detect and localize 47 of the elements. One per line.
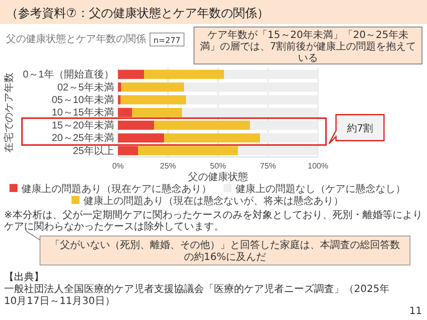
bar xyxy=(121,82,184,92)
y-tick-label: 20～25年未満 xyxy=(52,132,114,144)
text: 【出典】 xyxy=(4,271,44,283)
y-tick-label: 02～5年未満 xyxy=(57,81,114,94)
text: 一般社団法人全国医療的ケア児者支援協議会「医療的ケア児者ニーズ調査」（2025年10月17日～11月30日） xyxy=(4,283,390,307)
y-tick-label: 10～15年未満 xyxy=(52,106,114,119)
text: 「父がいない（死別、離婚、その他）」と回答した家庭は、本調査の総回答数の約16%に及んだ xyxy=(50,239,400,263)
bar xyxy=(238,146,318,156)
y-tick-label: 0～1年（開始直後） xyxy=(22,68,114,81)
y-tick-label: 05～10年未満 xyxy=(52,94,114,106)
bar xyxy=(138,146,238,156)
bar xyxy=(118,120,154,130)
bar xyxy=(260,133,318,143)
chart-subtitle: 父の健康状態とケア年数の関係 xyxy=(6,33,146,45)
bar xyxy=(164,133,260,143)
text: n=277 xyxy=(153,36,181,45)
bar xyxy=(120,95,186,104)
bar xyxy=(184,82,318,92)
x-axis-title: 父の健康状態 xyxy=(188,171,248,183)
bar xyxy=(224,70,318,79)
bar xyxy=(154,120,250,130)
x-tick-label: 75% xyxy=(260,162,276,171)
x-tick-label: 50% xyxy=(210,162,226,171)
bar xyxy=(118,82,121,92)
x-tick-label: 25% xyxy=(160,162,176,171)
bar xyxy=(186,95,318,104)
legend-label: 健康上の問題なし（ケアに懸念なし） xyxy=(236,183,406,195)
bar xyxy=(118,95,121,104)
bar xyxy=(118,70,144,79)
bar xyxy=(118,133,164,143)
bar xyxy=(182,108,318,118)
x-tick-label: 0% xyxy=(112,162,124,171)
y-axis-title: 在宅でのケア年数 xyxy=(3,72,15,152)
text: ※本分析は、父が一定期間ケアに関わったケースのみを対象としており、死別・離婚等によりケアに関わらなかったケースは除外しています。 xyxy=(4,209,422,232)
y-tick-label: 25年以上 xyxy=(72,144,114,157)
bar xyxy=(118,108,132,118)
bar xyxy=(144,70,224,79)
bar xyxy=(118,146,138,156)
chart-title: （参考資料⑦：父の健康状態とケア年数の関係） xyxy=(6,6,269,20)
bar xyxy=(250,120,318,130)
text: 約7割 xyxy=(346,122,374,135)
legend-label: 健康上の問題あり（現在ケアに懸念あり） xyxy=(22,183,212,195)
legend-label: 健康上の問題あり（現在は懸念ないが、将来は懸念あり） xyxy=(84,195,344,207)
x-tick-label: 100% xyxy=(308,162,328,171)
y-tick-label: 15～20年未満 xyxy=(52,119,114,132)
text: 11 xyxy=(409,306,422,317)
bar xyxy=(132,108,182,118)
